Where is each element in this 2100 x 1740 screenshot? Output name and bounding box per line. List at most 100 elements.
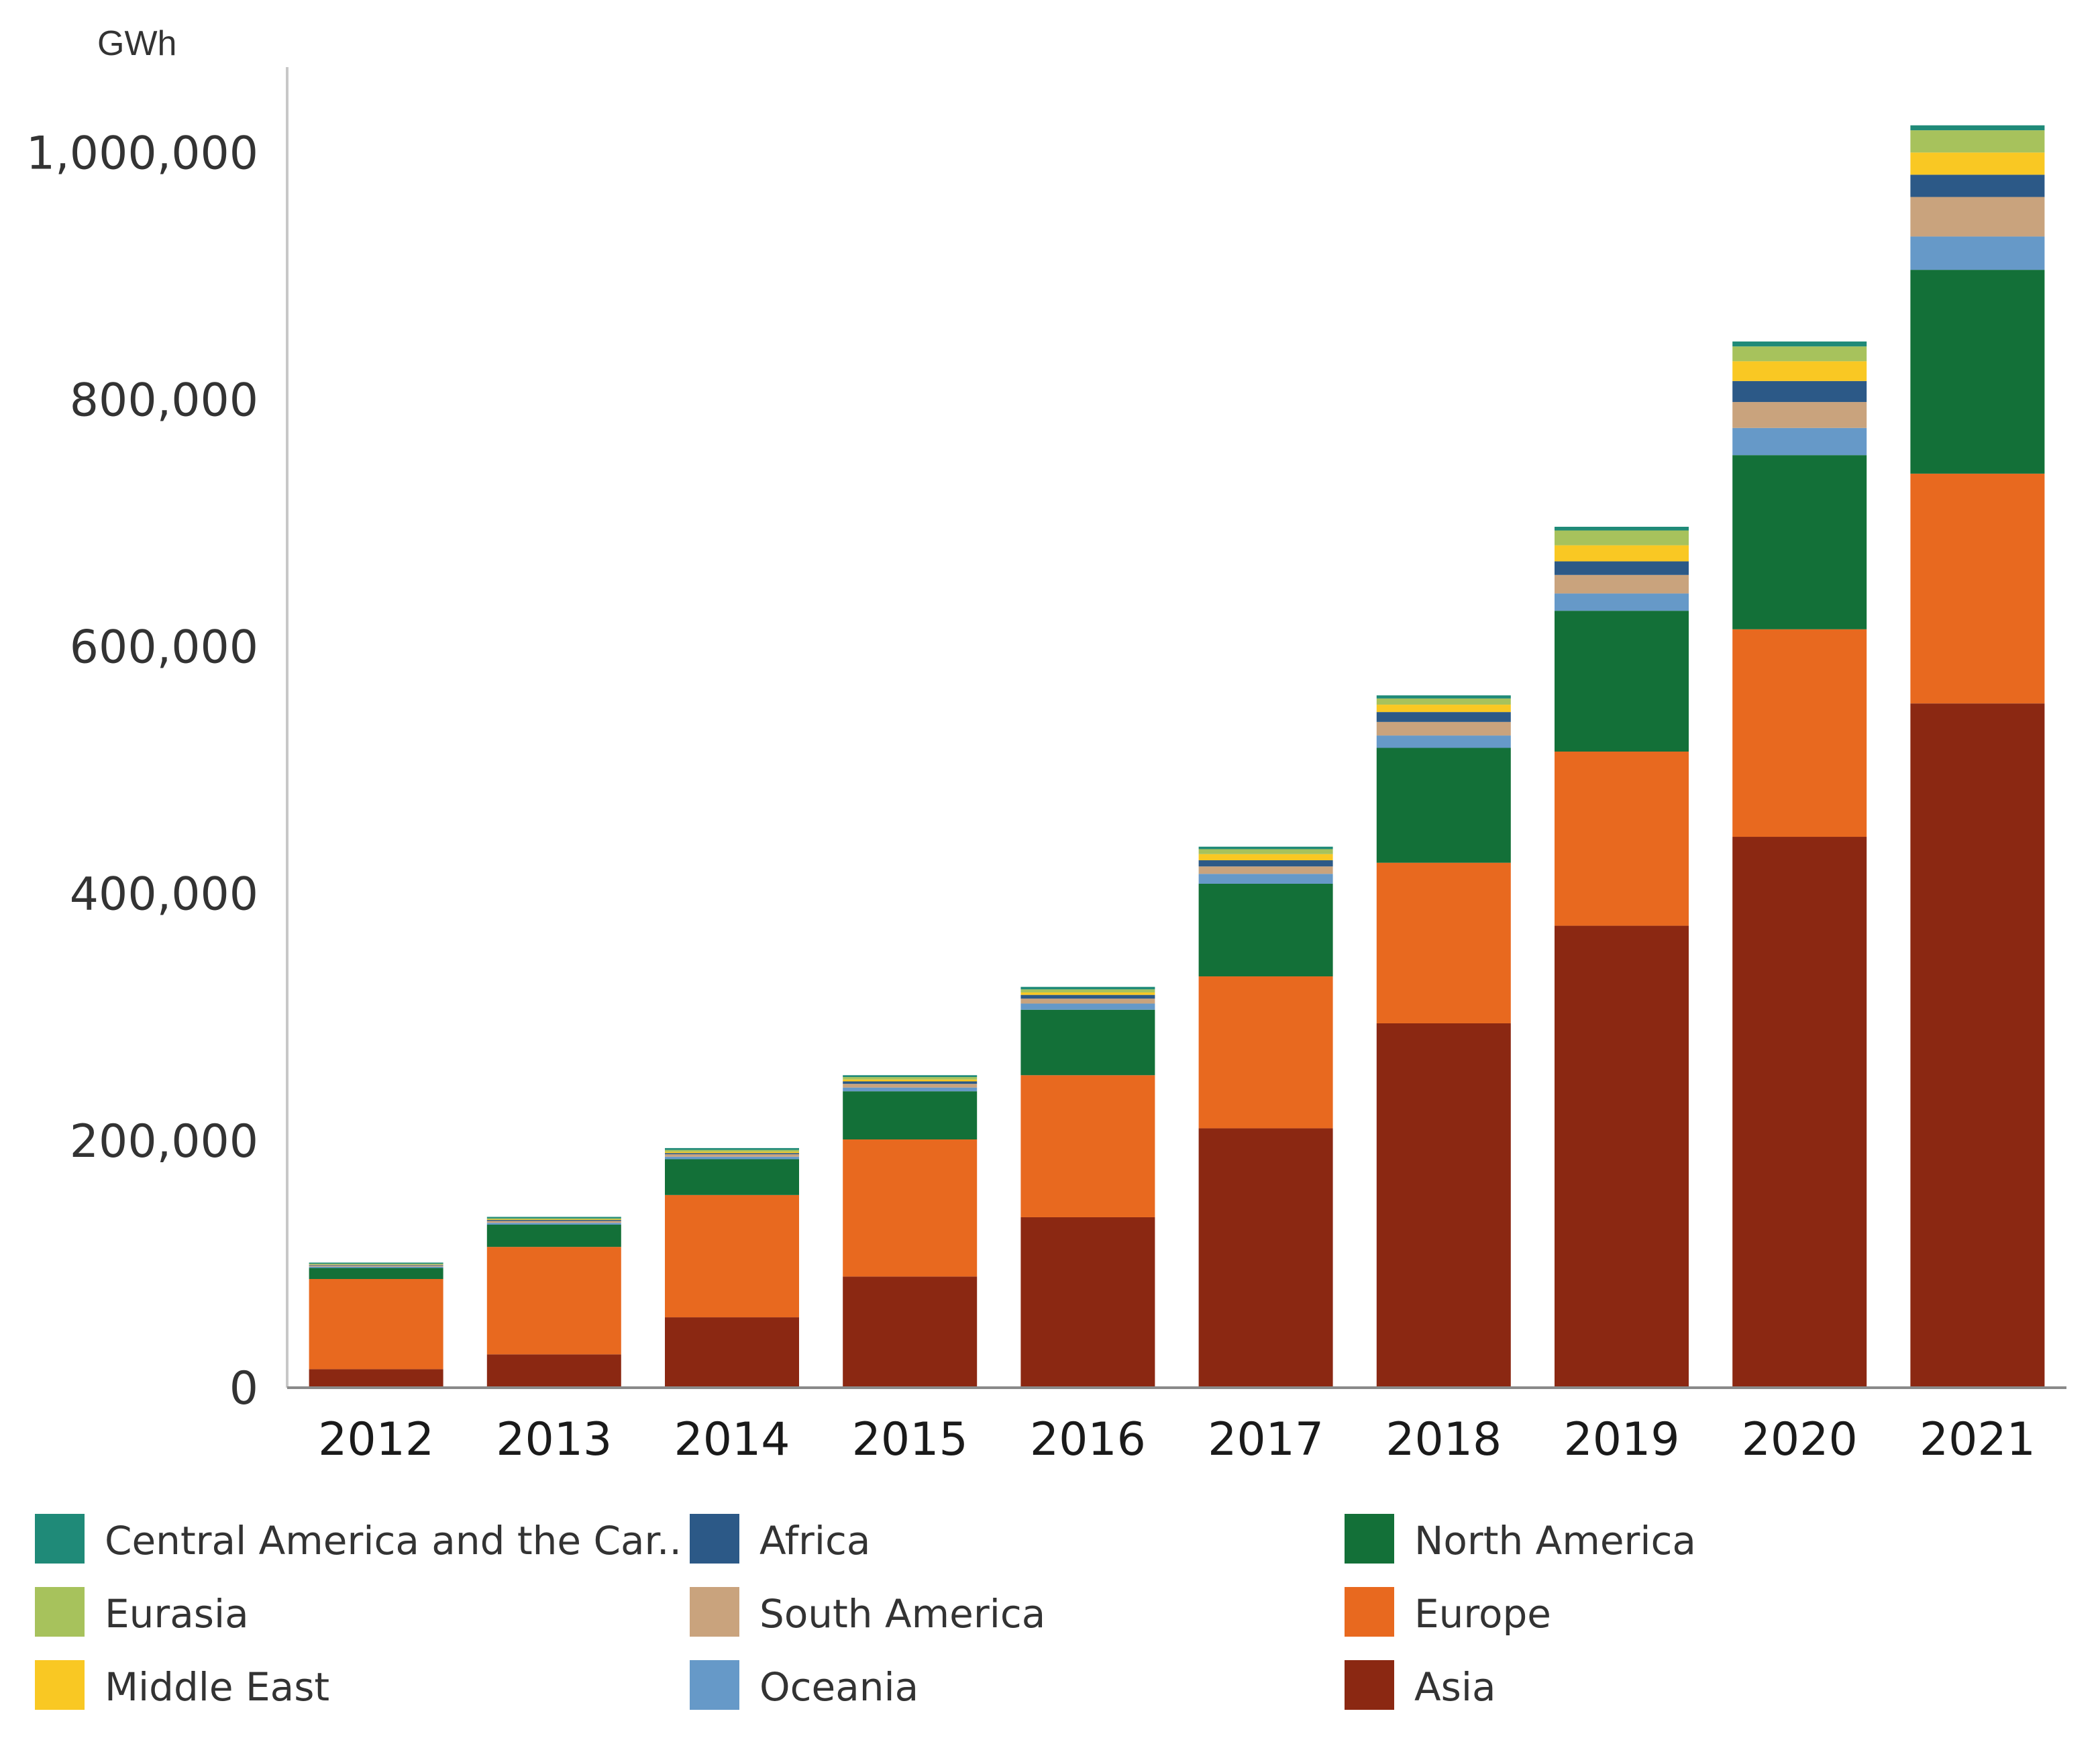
bar-segment-africa-2014: [665, 1153, 799, 1155]
y-tick-label: 600,000: [70, 621, 258, 674]
bar-series-group: [309, 125, 2045, 1388]
bar-segment-north-america-2015: [843, 1091, 978, 1140]
bar-segment-south-america-2014: [665, 1154, 799, 1157]
bar-segment-middle-east-2016: [1020, 992, 1155, 995]
legend-swatch: [35, 1587, 85, 1637]
bar-segment-eurasia-2017: [1198, 849, 1333, 854]
bar-segment-south-america-2021: [1910, 197, 2045, 237]
bar-segment-central-america-and-the-car-2014: [665, 1147, 799, 1150]
legend-item-asia: Asia: [1345, 1660, 1496, 1710]
bar-segment-eurasia-2019: [1555, 530, 1689, 546]
y-tick-label: 0: [229, 1362, 258, 1415]
bar-segment-north-america-2020: [1732, 455, 1867, 629]
legend-item-south-america: South America: [690, 1587, 1045, 1637]
y-tick-label: 200,000: [70, 1115, 258, 1168]
legend-label: South America: [759, 1591, 1045, 1637]
bar-segment-south-america-2015: [843, 1084, 978, 1088]
bar-segment-asia-2015: [843, 1276, 978, 1388]
legend-swatch: [690, 1514, 739, 1564]
legend: Central America and the Car.. Africa North…: [35, 1514, 1696, 1710]
bar-segment-central-america-and-the-car-2016: [1020, 986, 1155, 990]
legend-item-central-america-and-the-car: Central America and the Car..: [35, 1514, 682, 1564]
bar-segment-europe-2015: [843, 1139, 978, 1277]
bar-segment-eurasia-2015: [843, 1077, 978, 1080]
bar-segment-europe-2014: [665, 1194, 799, 1318]
bar-segment-africa-2013: [486, 1220, 621, 1221]
bar-segment-middle-east-2017: [1198, 854, 1333, 861]
legend-item-north-america: North America: [1345, 1514, 1696, 1564]
legend-label: North America: [1414, 1518, 1696, 1564]
legend-item-eurasia: Eurasia: [35, 1587, 249, 1637]
legend-label: Oceania: [759, 1664, 918, 1710]
bar-segment-middle-east-2012: [309, 1264, 443, 1265]
x-tick-label: 2021: [1920, 1413, 2036, 1466]
bar-segment-asia-2013: [486, 1354, 621, 1388]
x-tick-label: 2019: [1563, 1413, 1679, 1466]
legend-swatch: [690, 1587, 739, 1637]
bar-segment-central-america-and-the-car-2019: [1555, 527, 1689, 531]
bar-segment-north-america-2013: [486, 1225, 621, 1247]
bar-segment-north-america-2017: [1198, 883, 1333, 977]
bar-segment-oceania-2018: [1376, 735, 1511, 748]
bar-segment-south-america-2017: [1198, 866, 1333, 874]
bar-segment-south-america-2013: [486, 1221, 621, 1223]
bar-segment-africa-2016: [1020, 994, 1155, 999]
bar-segment-north-america-2012: [309, 1268, 443, 1280]
bar-segment-middle-east-2019: [1555, 545, 1689, 562]
bar-segment-africa-2018: [1376, 712, 1511, 722]
legend-swatch: [1345, 1660, 1394, 1710]
bar-segment-asia-2020: [1732, 837, 1867, 1388]
legend-item-oceania: Oceania: [690, 1660, 918, 1710]
bar-segment-central-america-and-the-car-2020: [1732, 341, 1867, 347]
x-tick-label: 2018: [1385, 1413, 1502, 1466]
legend-swatch: [1345, 1514, 1394, 1564]
bar-segment-south-america-2020: [1732, 402, 1867, 428]
y-axis-unit-label: GWh: [97, 24, 176, 63]
bar-segment-middle-east-2015: [843, 1079, 978, 1082]
x-tick-label: 2020: [1742, 1413, 1858, 1466]
legend-item-europe: Europe: [1345, 1587, 1551, 1637]
legend-label: Asia: [1414, 1664, 1496, 1710]
bar-segment-north-america-2018: [1376, 748, 1511, 863]
legend-swatch: [690, 1660, 739, 1710]
legend-label: Central America and the Car..: [105, 1518, 682, 1564]
x-tick-label: 2014: [674, 1413, 790, 1466]
bar-segment-europe-2018: [1376, 862, 1511, 1023]
bar-segment-middle-east-2013: [486, 1219, 621, 1221]
y-tick-label: 1,000,000: [26, 127, 258, 180]
x-tick-label: 2017: [1208, 1413, 1324, 1466]
bar-segment-asia-2018: [1376, 1023, 1511, 1388]
bar-segment-central-america-and-the-car-2018: [1376, 695, 1511, 699]
x-tick-label: 2012: [318, 1413, 434, 1466]
bar-segment-central-america-and-the-car-2013: [486, 1217, 621, 1219]
bar-segment-africa-2021: [1910, 174, 2045, 197]
x-tick-label: 2015: [852, 1413, 968, 1466]
bar-segment-asia-2017: [1198, 1128, 1333, 1388]
bar-segment-middle-east-2014: [665, 1152, 799, 1154]
legend-item-middle-east: Middle East: [35, 1660, 329, 1710]
bar-segment-eurasia-2018: [1376, 698, 1511, 705]
bar-segment-south-america-2012: [309, 1265, 443, 1267]
y-axis-ticks: 0 200,000 400,000 600,000 800,000 1,000,000: [26, 127, 258, 1415]
bar-segment-asia-2012: [309, 1369, 443, 1388]
bar-segment-africa-2017: [1198, 860, 1333, 867]
x-tick-label: 2016: [1030, 1413, 1146, 1466]
bar-segment-oceania-2013: [486, 1223, 621, 1225]
x-tick-label: 2013: [496, 1413, 612, 1466]
legend-label: Africa: [759, 1518, 870, 1564]
bar-segment-europe-2021: [1910, 473, 2045, 704]
bar-segment-south-america-2019: [1555, 574, 1689, 594]
bar-segment-south-america-2018: [1376, 721, 1511, 736]
legend-swatch: [35, 1514, 85, 1564]
bar-segment-central-america-and-the-car-2012: [309, 1262, 443, 1264]
bar-segment-europe-2016: [1020, 1075, 1155, 1217]
bar-segment-europe-2012: [309, 1279, 443, 1370]
bar-segment-africa-2015: [843, 1081, 978, 1084]
bar-segment-north-america-2019: [1555, 611, 1689, 752]
bar-segment-oceania-2017: [1198, 874, 1333, 884]
bar-segment-south-america-2016: [1020, 999, 1155, 1004]
legend-item-africa: Africa: [690, 1514, 870, 1564]
bar-segment-asia-2021: [1910, 703, 2045, 1388]
bar-segment-north-america-2021: [1910, 270, 2045, 474]
